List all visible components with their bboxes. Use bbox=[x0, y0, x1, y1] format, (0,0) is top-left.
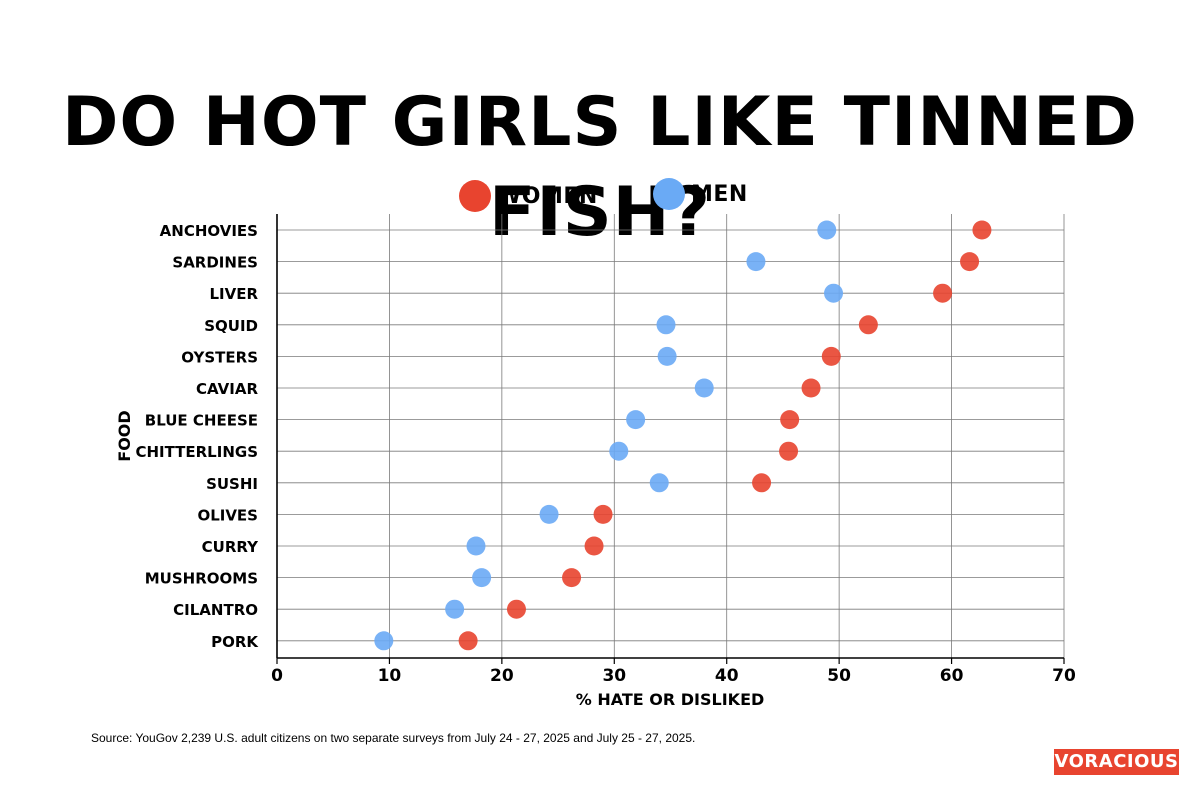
y-tick-label: SUSHI bbox=[206, 475, 258, 493]
data-point-men bbox=[539, 504, 559, 524]
data-point-men bbox=[626, 410, 646, 430]
data-point-men bbox=[374, 631, 394, 651]
y-tick-label: SQUID bbox=[204, 317, 258, 335]
data-point-women bbox=[801, 378, 821, 398]
y-tick-label: MUSHROOMS bbox=[145, 570, 258, 588]
x-tick-label: 30 bbox=[602, 666, 626, 686]
data-point-men bbox=[609, 441, 629, 461]
y-tick-label: SARDINES bbox=[172, 254, 258, 272]
source-note: Source: YouGov 2,239 U.S. adult citizens… bbox=[91, 731, 696, 745]
y-tick-label: ANCHOVIES bbox=[160, 222, 258, 240]
y-tick-label: BLUE CHEESE bbox=[145, 412, 258, 430]
x-tick-label: 60 bbox=[940, 666, 964, 686]
legend-swatch-men bbox=[653, 178, 685, 210]
y-tick-label: LIVER bbox=[209, 285, 258, 303]
data-point-women bbox=[562, 568, 582, 588]
y-tick-label: CILANTRO bbox=[173, 601, 258, 619]
data-point-women bbox=[584, 536, 604, 556]
legend-label-men: MEN bbox=[691, 181, 748, 207]
data-point-women bbox=[458, 631, 478, 651]
x-tick-label: 20 bbox=[490, 666, 514, 686]
data-point-men bbox=[694, 378, 714, 398]
data-point-women bbox=[780, 410, 800, 430]
y-tick-label: CHITTERLINGS bbox=[135, 443, 258, 461]
x-axis-label: % HATE OR DISLIKED bbox=[576, 690, 765, 709]
x-tick-label: 10 bbox=[378, 666, 402, 686]
legend-item-women: WOMEN bbox=[459, 180, 598, 212]
y-tick-label: CAVIAR bbox=[196, 380, 258, 398]
x-tick-label: 70 bbox=[1052, 666, 1076, 686]
x-tick-label: 40 bbox=[715, 666, 739, 686]
data-point-women bbox=[960, 252, 980, 272]
data-point-men bbox=[466, 536, 486, 556]
data-point-men bbox=[649, 473, 669, 493]
y-tick-label: OLIVES bbox=[197, 506, 258, 524]
data-point-women bbox=[933, 283, 953, 303]
y-tick-label: CURRY bbox=[202, 538, 259, 556]
data-point-men bbox=[445, 599, 465, 619]
data-point-women bbox=[858, 315, 878, 335]
y-axis-label: FOOD bbox=[115, 410, 134, 461]
data-point-women bbox=[779, 441, 799, 461]
data-point-men bbox=[472, 568, 492, 588]
x-tick-label: 0 bbox=[271, 666, 283, 686]
x-tick-label: 50 bbox=[827, 666, 851, 686]
data-point-men bbox=[817, 220, 837, 240]
data-point-women bbox=[752, 473, 772, 493]
data-point-women bbox=[593, 504, 613, 524]
data-point-women bbox=[506, 599, 526, 619]
legend: WOMEN MEN bbox=[0, 176, 1200, 216]
data-point-women bbox=[821, 346, 841, 366]
legend-label-women: WOMEN bbox=[497, 183, 598, 209]
legend-swatch-women bbox=[459, 180, 491, 212]
legend-item-men: MEN bbox=[653, 178, 748, 210]
data-point-men bbox=[746, 252, 766, 272]
data-point-men bbox=[824, 283, 844, 303]
y-tick-label: PORK bbox=[211, 633, 259, 651]
data-point-men bbox=[657, 346, 677, 366]
brand-logo: VORACIOUS bbox=[1054, 749, 1179, 775]
data-point-women bbox=[972, 220, 992, 240]
y-tick-label: OYSTERS bbox=[181, 348, 258, 366]
data-point-men bbox=[656, 315, 676, 335]
